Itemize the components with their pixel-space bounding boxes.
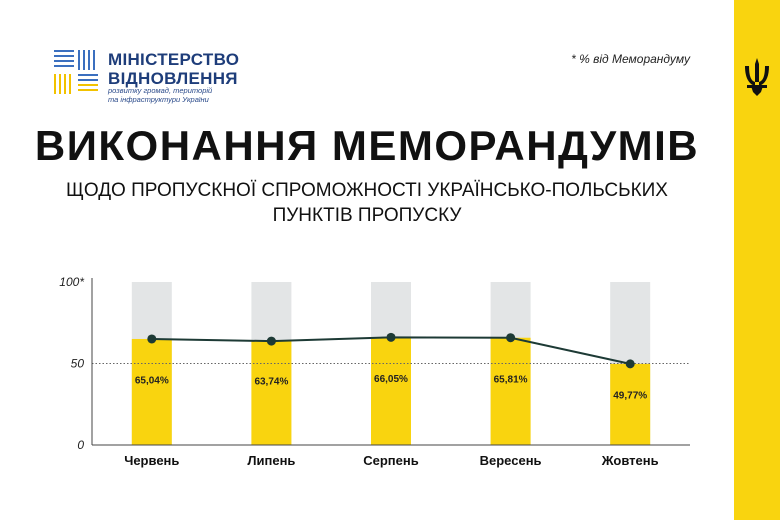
data-label: 65,04% — [135, 375, 169, 386]
y-tick-label: 0 — [77, 438, 84, 452]
chart-subtitle-line2: ПУНКТІВ ПРОПУСКУ — [272, 205, 462, 226]
data-point — [147, 334, 157, 344]
data-point — [625, 359, 635, 369]
trident-icon — [745, 58, 769, 96]
bar — [251, 341, 292, 445]
data-point — [266, 336, 276, 346]
ministry-name: МІНІСТЕРСТВО ВІДНОВЛЕННЯ — [108, 50, 239, 88]
x-tick-label: Серпень — [363, 453, 419, 468]
bar-line-chart: 0 50 100* 65,04% 63,74% 66,05% 65,81% 49,77% Чер… — [59, 275, 690, 468]
data-point — [386, 332, 396, 342]
bar — [131, 338, 172, 445]
y-tick-label: 50 — [71, 357, 85, 371]
data-label: 66,05% — [374, 374, 408, 385]
bar — [610, 363, 651, 445]
x-tick-label: Червень — [124, 453, 179, 468]
ministry-logo — [54, 50, 98, 94]
x-tick-label: Жовтень — [601, 453, 659, 468]
x-tick-label: Вересень — [480, 453, 542, 468]
ministry-name-line2: ВІДНОВЛЕННЯ — [108, 69, 238, 88]
ministry-subtitle-line2: та інфраструктури України — [108, 95, 209, 104]
data-label: 63,74% — [254, 377, 288, 388]
bar — [371, 337, 411, 445]
data-label: 49,77% — [613, 391, 647, 402]
data-point — [506, 333, 516, 343]
chart-subtitle-line1: ЩОДО ПРОПУСКНОЇ СПРОМОЖНОСТІ УКРАЇНСЬКО-… — [66, 180, 668, 201]
data-label: 65,81% — [494, 374, 528, 385]
ministry-subtitle: розвитку громад, територій та інфраструк… — [108, 86, 212, 104]
bar — [490, 337, 531, 445]
y-tick-label: 100* — [59, 275, 84, 289]
footnote: * % від Меморандуму — [571, 52, 690, 66]
ministry-subtitle-line1: розвитку громад, територій — [108, 86, 213, 95]
x-tick-label: Липень — [247, 453, 295, 468]
chart-subtitle: ЩОДО ПРОПУСКНОЇ СПРОМОЖНОСТІ УКРАЇНСЬКО-… — [0, 178, 734, 228]
ministry-name-line1: МІНІСТЕРСТВО — [108, 50, 240, 69]
chart-title: ВИКОНАННЯ МЕМОРАНДУМІВ — [34, 122, 700, 169]
